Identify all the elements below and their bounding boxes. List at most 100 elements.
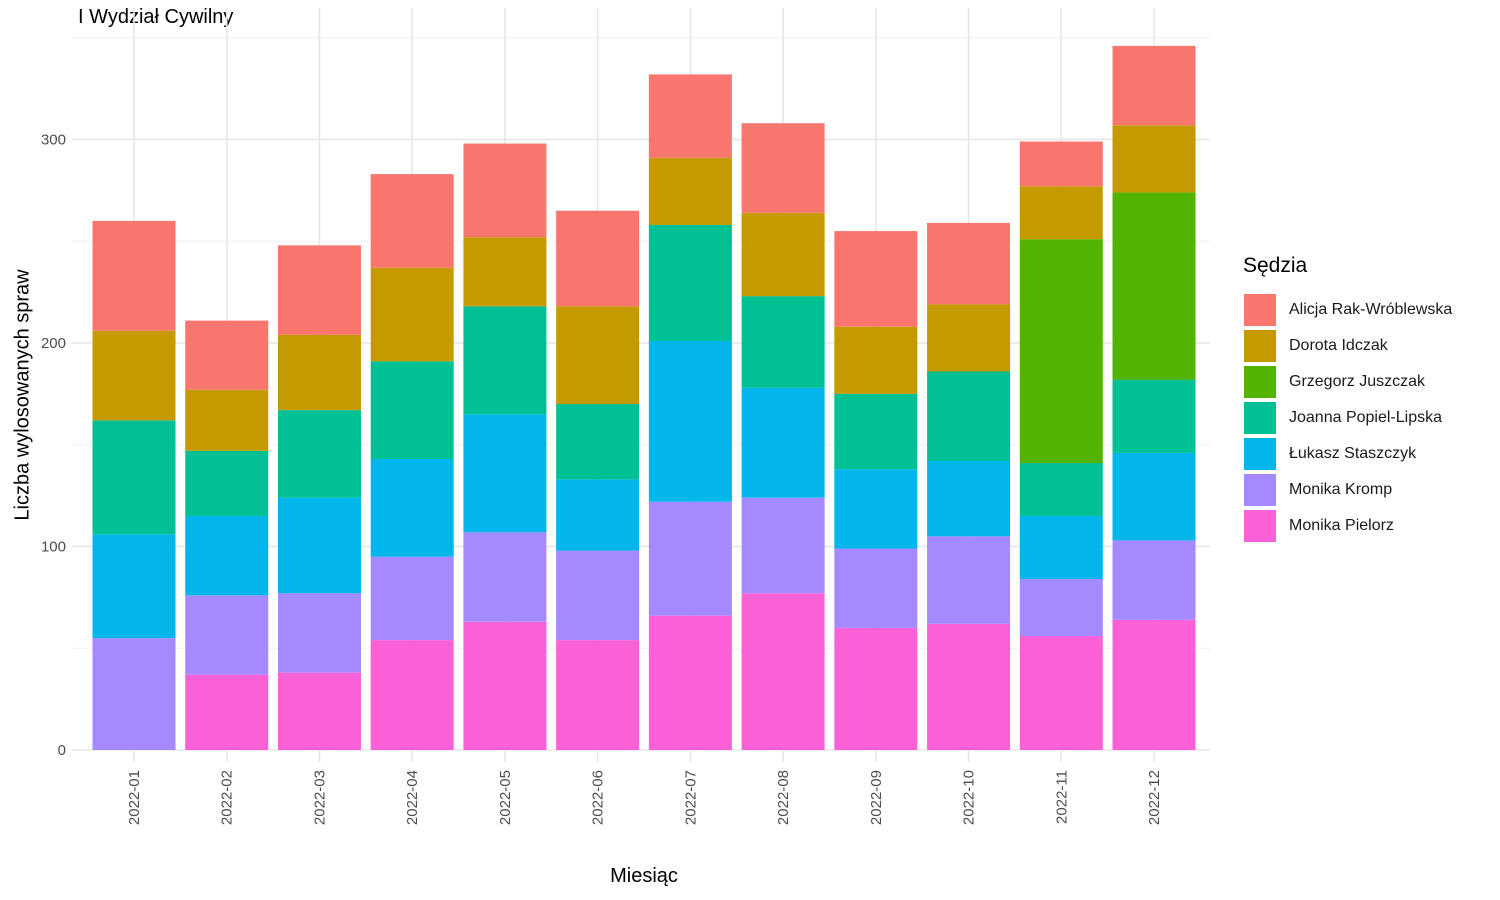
bar-segment bbox=[741, 497, 825, 594]
bar-segment bbox=[463, 143, 547, 238]
bar-segment bbox=[1112, 452, 1196, 541]
bar-segment bbox=[556, 306, 640, 405]
bar-segment bbox=[92, 534, 176, 639]
legend-label: Łukasz Staszczyk bbox=[1289, 445, 1417, 462]
x-tick-label: 2022-11 bbox=[1053, 770, 1070, 824]
bar-segment bbox=[1019, 141, 1103, 187]
bar-segment bbox=[185, 320, 269, 390]
bar-segment bbox=[1112, 379, 1196, 453]
bar-segment bbox=[277, 245, 361, 335]
bar-segment bbox=[648, 615, 732, 750]
chart-title: I Wydział Cywilny bbox=[78, 6, 234, 28]
legend-swatch bbox=[1243, 509, 1277, 543]
bar-segment bbox=[1112, 125, 1196, 193]
bar-segment bbox=[1112, 540, 1196, 620]
legend-label: Joanna Popiel-Lipska bbox=[1289, 409, 1442, 426]
bar-segment bbox=[185, 674, 269, 750]
bar-segment bbox=[927, 222, 1011, 305]
legend-label: Monika Pielorz bbox=[1289, 517, 1394, 534]
bar-segment bbox=[741, 212, 825, 297]
bar-segment bbox=[834, 231, 918, 327]
bar-segment bbox=[277, 410, 361, 498]
x-tick-label: 2022-09 bbox=[868, 770, 885, 825]
bar-segment bbox=[1019, 515, 1103, 580]
x-tick-label: 2022-12 bbox=[1146, 770, 1163, 825]
bar-segment bbox=[92, 330, 176, 421]
bar-segment bbox=[834, 469, 918, 549]
bar-segment bbox=[185, 515, 269, 596]
bar-segment bbox=[92, 420, 176, 535]
bar-segment bbox=[370, 640, 454, 750]
legend-swatch bbox=[1243, 473, 1277, 507]
bar-segment bbox=[648, 74, 732, 158]
bar-segment bbox=[927, 623, 1011, 750]
bar-segment bbox=[556, 479, 640, 551]
legend-item: Monika Pielorz bbox=[1243, 508, 1452, 544]
bar-segment bbox=[463, 237, 547, 307]
bar-segment bbox=[1019, 186, 1103, 240]
legend-swatch bbox=[1243, 329, 1277, 363]
bar-segment bbox=[1112, 192, 1196, 380]
bar-segment bbox=[648, 157, 732, 225]
legend: Sędzia Alicja Rak-Wróblewska Dorota Idcza… bbox=[1243, 254, 1452, 544]
bar-segment bbox=[556, 640, 640, 750]
x-tick-label: 2022-10 bbox=[961, 770, 978, 825]
bar-segment bbox=[92, 638, 176, 750]
bar-segment bbox=[556, 210, 640, 307]
legend-item: Alicja Rak-Wróblewska bbox=[1243, 292, 1452, 328]
bar-segment bbox=[741, 387, 825, 498]
x-axis-title: Miesiąc bbox=[610, 865, 678, 887]
bar-segment bbox=[927, 461, 1011, 537]
bar-segment bbox=[648, 501, 732, 616]
bar-segment bbox=[927, 371, 1011, 462]
bar-segment bbox=[741, 123, 825, 213]
x-tick-label: 2022-05 bbox=[497, 770, 514, 825]
bar-segment bbox=[92, 220, 176, 331]
y-tick-label: 100 bbox=[41, 539, 66, 556]
bar-segment bbox=[834, 548, 918, 628]
legend-swatch bbox=[1243, 293, 1277, 327]
legend-item: Grzegorz Juszczak bbox=[1243, 364, 1452, 400]
legend-item: Dorota Idczak bbox=[1243, 328, 1452, 364]
legend-label: Monika Kromp bbox=[1289, 481, 1393, 498]
legend-label: Dorota Idczak bbox=[1289, 337, 1388, 354]
bar-segment bbox=[370, 458, 454, 557]
bar-segment bbox=[1019, 636, 1103, 750]
bar-segment bbox=[834, 627, 918, 750]
legend-swatch bbox=[1243, 401, 1277, 435]
bar-segment bbox=[370, 361, 454, 459]
bar-segment bbox=[463, 532, 547, 622]
bar-segment bbox=[1019, 463, 1103, 516]
bar-segment bbox=[741, 593, 825, 750]
y-axis-title: Liczba wylosowanych spraw bbox=[11, 269, 34, 521]
bar-segment bbox=[185, 450, 269, 516]
bar-segment bbox=[370, 174, 454, 268]
legend-item: Joanna Popiel-Lipska bbox=[1243, 400, 1452, 436]
legend-items: Alicja Rak-Wróblewska Dorota Idczak Grzego… bbox=[1243, 292, 1452, 544]
x-tick-label: 2022-07 bbox=[682, 770, 699, 825]
bar-segment bbox=[370, 556, 454, 641]
bar-segment bbox=[927, 304, 1011, 372]
bar-segment bbox=[556, 404, 640, 480]
x-tick-label: 2022-03 bbox=[311, 770, 328, 825]
legend-item: Monika Kromp bbox=[1243, 472, 1452, 508]
bar-segment bbox=[648, 224, 732, 341]
legend-title: Sędzia bbox=[1243, 254, 1308, 277]
bar-segment bbox=[463, 306, 547, 415]
bar-segment bbox=[463, 621, 547, 750]
bar-segment bbox=[370, 267, 454, 362]
bar-segment bbox=[1019, 579, 1103, 637]
x-tick-label: 2022-04 bbox=[404, 770, 421, 825]
bar-segment bbox=[277, 497, 361, 594]
bar-segment bbox=[277, 334, 361, 411]
bar-segment bbox=[1019, 239, 1103, 464]
y-tick-label: 300 bbox=[41, 132, 66, 149]
bar-segment bbox=[741, 296, 825, 388]
bar-segment bbox=[277, 593, 361, 673]
bar-segment bbox=[1112, 619, 1196, 750]
legend-swatch bbox=[1243, 437, 1277, 471]
legend-label: Grzegorz Juszczak bbox=[1289, 373, 1426, 390]
x-tick-label: 2022-06 bbox=[590, 770, 607, 825]
y-tick-label: 200 bbox=[41, 335, 66, 352]
